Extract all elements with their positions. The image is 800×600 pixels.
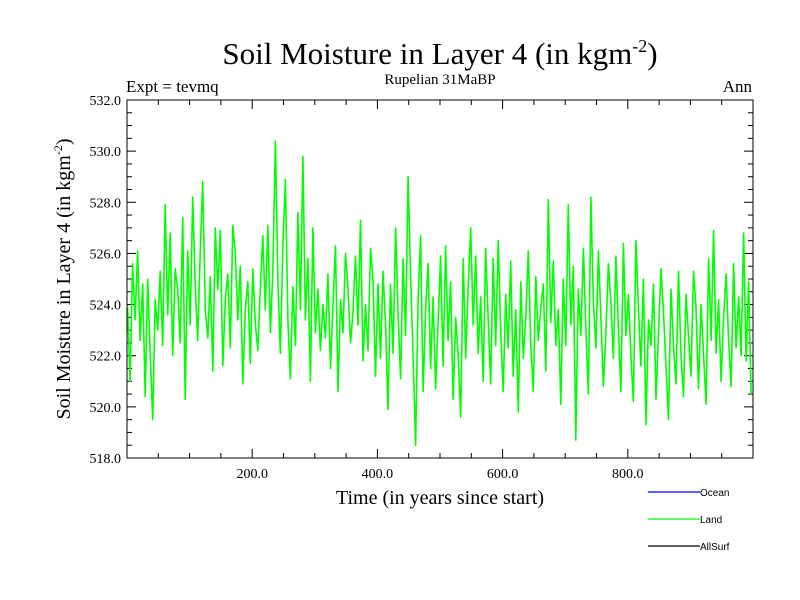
y-tick-label: 518.0 [90,452,122,467]
legend-label-land: Land [700,515,722,526]
chart-title: Soil Moisture in Layer 4 (in kgm-2) [222,36,657,71]
subtitle-season: Ann [723,77,753,96]
y-tick-label: 528.0 [90,196,122,211]
y-tick-label: 532.0 [90,94,122,109]
y-tick-label: 526.0 [90,247,122,262]
subtitle-experiment: Expt = tevmq [126,77,219,96]
y-tick-label: 522.0 [90,350,122,365]
legend-label-allsurf: AllSurf [700,542,730,553]
y-tick-label: 520.0 [90,401,122,416]
x-tick-label: 600.0 [487,467,519,482]
y-tick-label: 524.0 [90,299,122,314]
series-layer [126,140,752,447]
legend-label-ocean: Ocean [700,488,729,499]
series-line-land [126,140,752,447]
y-axis-label: Soil Moisture in Layer 4 (in kgm-2) [51,138,75,419]
subtitle-period: Rupelian 31MaBP [384,72,495,88]
x-tick-label: 200.0 [236,467,268,482]
y-tick-label: 530.0 [90,145,122,160]
y-axis-ticks: 518.0 520.0 522.0 524.0 526.0 528.0 530.0 532.0 [90,94,753,467]
legend: Ocean Land AllSurf [648,488,730,553]
x-axis-ticks: 200.0 400.0 600.0 800.0 [157,100,723,482]
x-axis-label: Time (in years since start) [336,487,544,509]
x-tick-label: 400.0 [362,467,394,482]
plot-frame [126,99,754,459]
x-tick-label: 800.0 [612,467,644,482]
